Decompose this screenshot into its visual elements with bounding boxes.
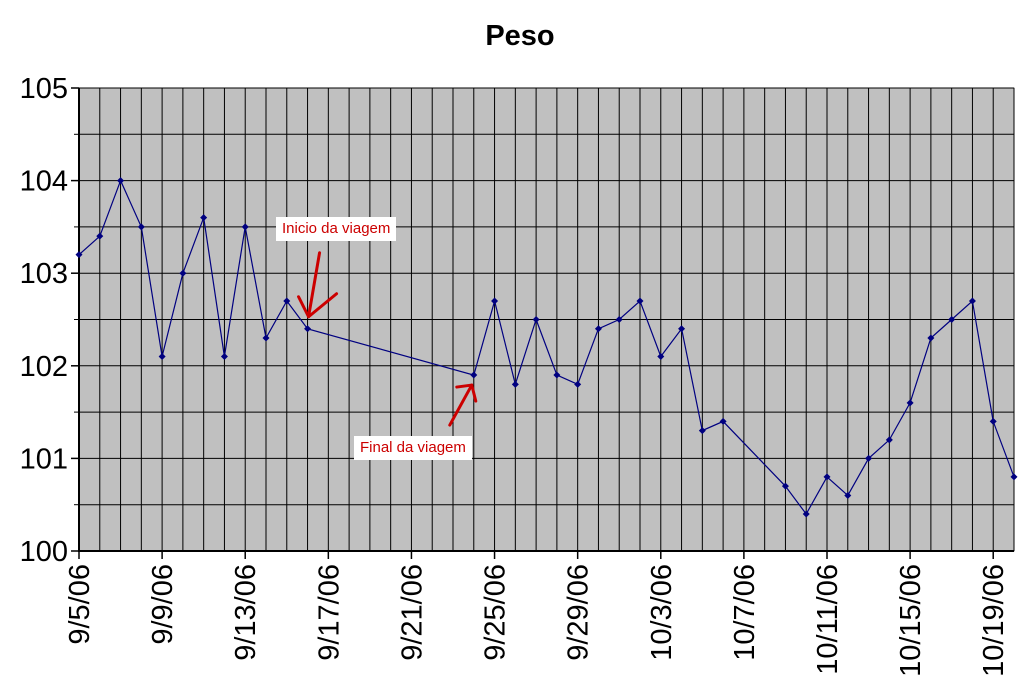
x-tick-label: 9/5/06 bbox=[64, 564, 96, 645]
y-tick-label: 103 bbox=[20, 258, 68, 290]
data-point bbox=[989, 417, 997, 425]
data-point bbox=[657, 353, 665, 361]
data-point bbox=[158, 353, 166, 361]
x-tick-label: 9/21/06 bbox=[396, 564, 428, 661]
data-point bbox=[906, 399, 914, 407]
data-point bbox=[823, 473, 831, 481]
annotation-end-arrow bbox=[448, 383, 474, 427]
data-point bbox=[698, 427, 706, 435]
x-tick-label: 10/11/06 bbox=[812, 564, 844, 675]
data-point bbox=[283, 297, 291, 305]
y-tick-label: 105 bbox=[20, 73, 68, 105]
data-point bbox=[117, 177, 125, 185]
x-tick-label: 10/15/06 bbox=[895, 564, 927, 677]
y-tick-label: 102 bbox=[20, 351, 68, 383]
y-tick-label: 101 bbox=[20, 443, 68, 475]
data-point bbox=[200, 214, 208, 222]
data-point bbox=[553, 371, 561, 379]
data-point bbox=[511, 380, 519, 388]
data-point bbox=[241, 223, 249, 231]
x-tick-label: 9/29/06 bbox=[563, 564, 595, 661]
data-point bbox=[220, 353, 228, 361]
y-tick-label: 100 bbox=[20, 536, 68, 568]
data-point bbox=[802, 510, 810, 518]
annotation-end-label: Final da viagem bbox=[354, 436, 472, 460]
data-point bbox=[968, 297, 976, 305]
data-point bbox=[781, 482, 789, 490]
x-tick-label: 9/25/06 bbox=[480, 564, 512, 661]
data-point bbox=[532, 316, 540, 323]
data-point bbox=[927, 334, 935, 342]
annotation-start-arrow bbox=[307, 251, 322, 319]
y-tick-label: 104 bbox=[20, 166, 68, 198]
x-tick-label: 9/13/06 bbox=[230, 564, 262, 661]
data-point bbox=[615, 316, 623, 323]
chart-title: Peso bbox=[485, 20, 555, 52]
data-point bbox=[636, 297, 644, 305]
data-point bbox=[75, 251, 83, 259]
data-point bbox=[179, 269, 187, 277]
data-point bbox=[844, 491, 852, 499]
x-tick-label: 9/17/06 bbox=[313, 564, 345, 661]
data-point bbox=[885, 436, 893, 444]
x-tick-label: 10/3/06 bbox=[646, 564, 678, 661]
x-tick-label: 10/7/06 bbox=[729, 564, 761, 661]
data-point bbox=[678, 325, 686, 333]
annotation-end-arrowhead bbox=[455, 383, 478, 403]
data-point bbox=[137, 223, 145, 231]
data-point bbox=[96, 232, 104, 240]
x-tick-label: 10/19/06 bbox=[978, 564, 1010, 677]
data-point bbox=[262, 334, 270, 342]
data-point bbox=[719, 417, 727, 425]
data-point bbox=[948, 316, 956, 323]
data-point bbox=[470, 371, 478, 379]
x-tick-label: 9/9/06 bbox=[147, 564, 179, 645]
data-point bbox=[865, 454, 873, 462]
data-point bbox=[574, 380, 582, 388]
data-point bbox=[304, 325, 312, 333]
data-point bbox=[491, 297, 499, 305]
annotation-start-arrowhead bbox=[297, 292, 339, 319]
data-point bbox=[1010, 473, 1018, 481]
data-point bbox=[594, 325, 602, 333]
annotation-start-label: Inicio da viagem bbox=[276, 217, 397, 241]
